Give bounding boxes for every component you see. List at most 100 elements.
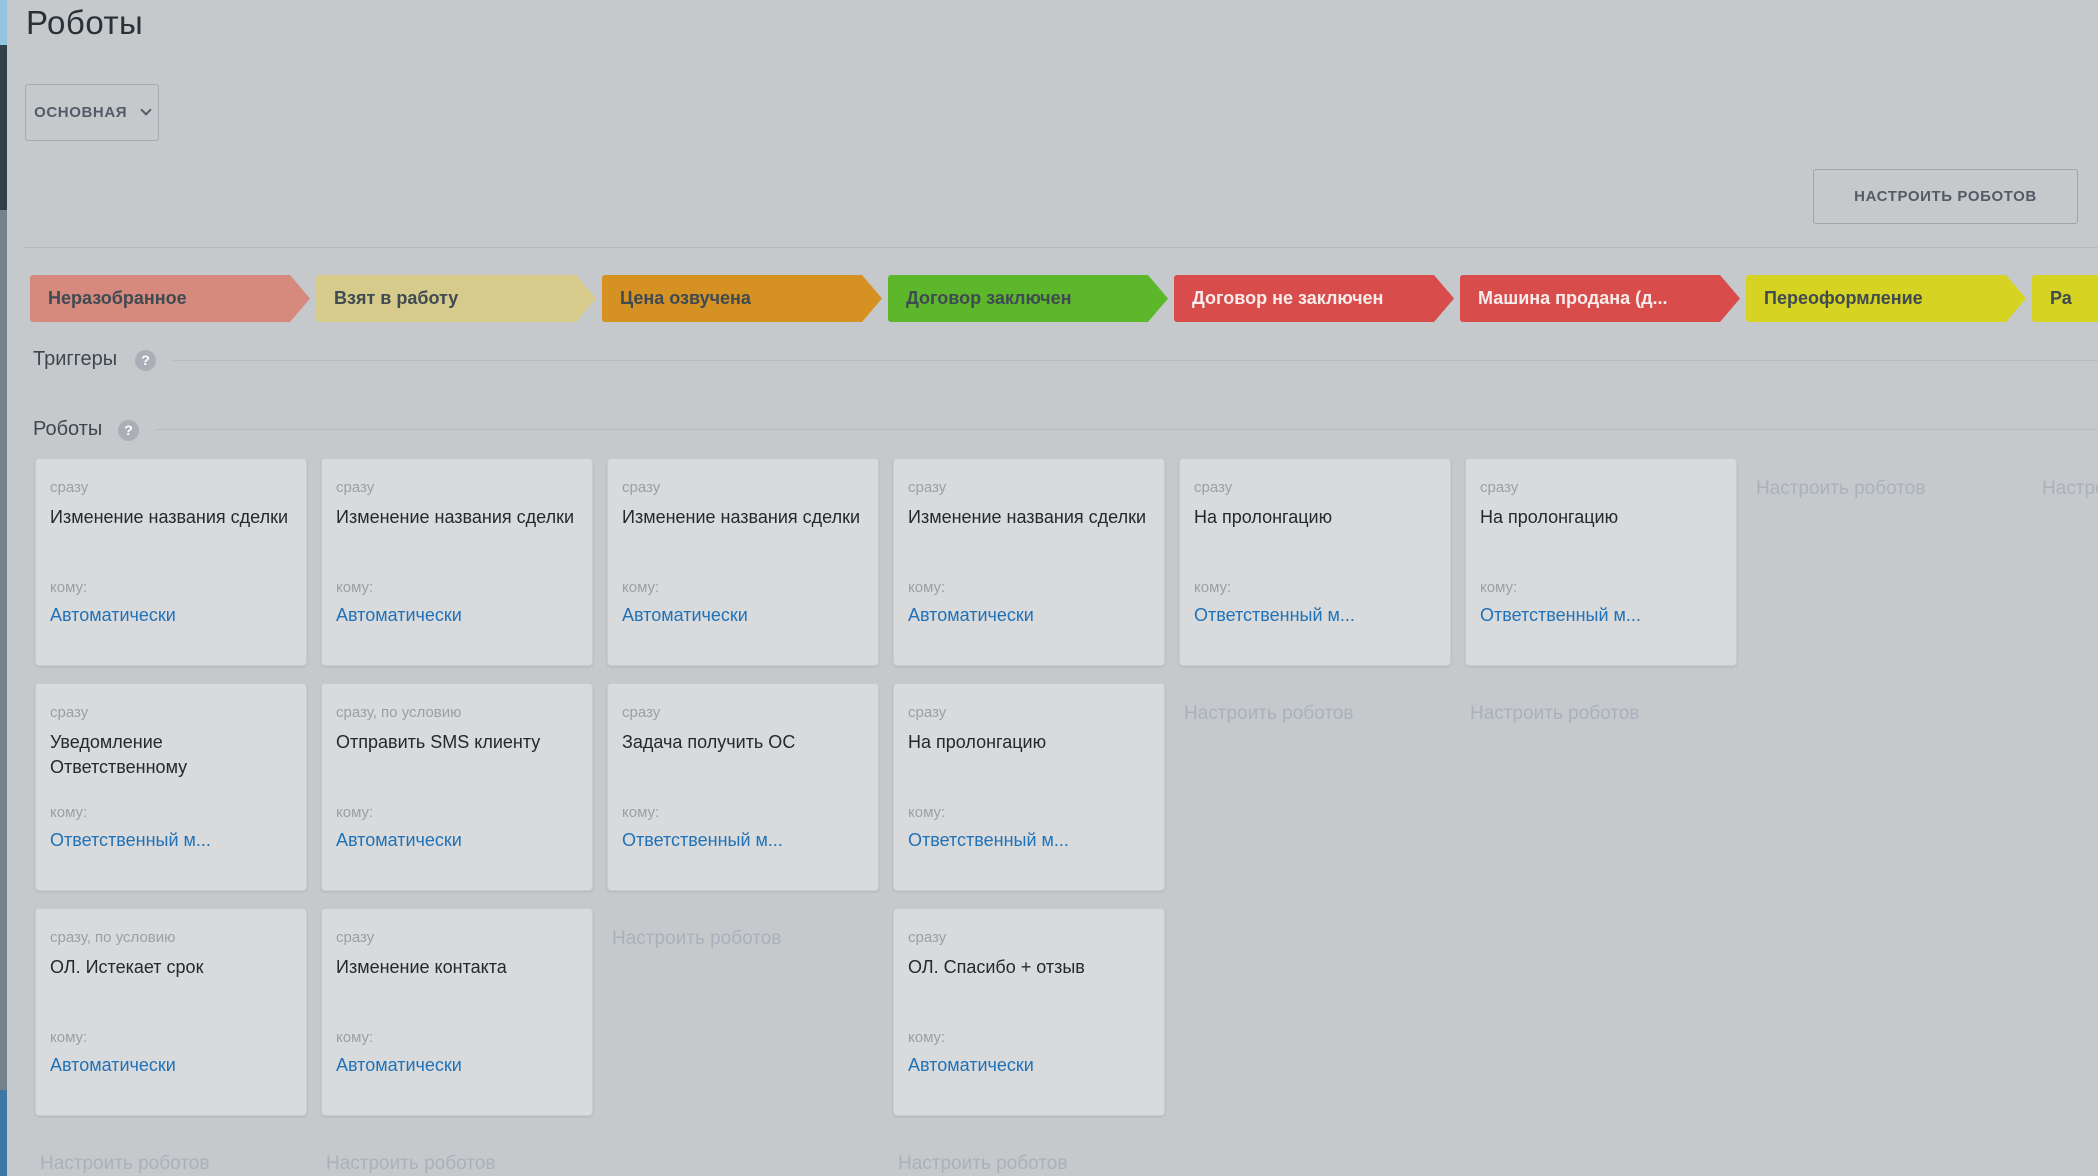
robot-card[interactable]: сразу Изменение названия сделки кому: Ав…: [35, 458, 307, 666]
robot-assignee-link[interactable]: Автоматически: [908, 1055, 1034, 1075]
robot-assignee-link[interactable]: Ответственный м...: [1480, 605, 1641, 625]
robot-card[interactable]: сразу На пролонгацию кому: Ответственный…: [1179, 458, 1451, 666]
configure-robots-placeholder[interactable]: Настроить роботов: [612, 928, 782, 949]
stage-chevron[interactable]: Договор заключен: [888, 275, 1168, 322]
robot-timing: сразу: [1194, 479, 1233, 496]
robot-card[interactable]: сразу Изменение названия сделки кому: Ав…: [607, 458, 879, 666]
robot-card[interactable]: сразу Изменение названия сделки кому: Ав…: [321, 458, 593, 666]
robot-timing: сразу: [908, 929, 947, 946]
robot-card[interactable]: сразу Задача получить ОС кому: Ответстве…: [607, 683, 879, 891]
column-separator: [1741, 455, 1742, 1176]
configure-robots-placeholder[interactable]: Настроить роботов: [1470, 703, 1640, 724]
stage-label: Ра: [2050, 288, 2072, 308]
robot-assignee-link[interactable]: Автоматически: [336, 1055, 462, 1075]
robot-title: На пролонгацию: [1194, 507, 1333, 527]
stage-chevron[interactable]: Цена озвучена: [602, 275, 882, 322]
robot-timing: сразу: [1480, 479, 1519, 496]
chevron-down-icon: [140, 104, 152, 116]
toolbar-divider: [25, 247, 2098, 248]
column-separator: [883, 455, 884, 1176]
robot-timing: сразу: [50, 704, 89, 721]
stage-chevron[interactable]: Взят в работу: [316, 275, 596, 322]
robot-title: На пролонгацию: [908, 732, 1047, 752]
stage-label: Переоформление: [1764, 288, 1923, 308]
robot-card[interactable]: сразу Изменение названия сделки кому: Ав…: [893, 458, 1165, 666]
help-icon[interactable]: ?: [135, 350, 156, 371]
configure-robots-button[interactable]: НАСТРОИТЬ РОБОТОВ: [1813, 169, 2078, 224]
robot-timing: сразу: [622, 704, 661, 721]
robot-assignee-link[interactable]: Автоматически: [50, 605, 176, 625]
triggers-section-label: Триггеры: [33, 348, 118, 370]
robot-timing: сразу: [622, 479, 661, 496]
column-separator: [597, 455, 598, 1176]
robot-to-label: кому:: [908, 804, 946, 821]
robot-assignee-link[interactable]: Ответственный м...: [622, 830, 783, 850]
robot-card[interactable]: сразу Изменение контакта кому: Автоматич…: [321, 908, 593, 1116]
robot-assignee-link[interactable]: Автоматически: [908, 605, 1034, 625]
robot-card[interactable]: сразу ОЛ. Спасибо + отзыв кому: Автомати…: [893, 908, 1165, 1116]
configure-robots-placeholder[interactable]: Настроить роботов: [898, 1153, 1068, 1174]
column-separator: [311, 455, 312, 1176]
robot-to-label: кому:: [50, 1029, 88, 1046]
robot-title: Задача получить ОС: [622, 732, 796, 752]
stage-chevron[interactable]: Договор не заключен: [1174, 275, 1454, 322]
stage-chevron[interactable]: Переоформление: [1746, 275, 2026, 322]
robot-to-label: кому:: [622, 579, 660, 596]
funnel-selector-button[interactable]: ОСНОВНАЯ: [25, 84, 159, 141]
stage-chevron[interactable]: Машина продана (д...: [1460, 275, 1740, 322]
robot-to-label: кому:: [1480, 579, 1518, 596]
configure-robots-placeholder[interactable]: Настроить роботов: [2042, 478, 2098, 499]
stage-chevron[interactable]: Ра: [2032, 275, 2098, 322]
robot-timing: сразу: [908, 479, 947, 496]
triggers-section-line: [172, 360, 2098, 361]
robot-timing: сразу: [336, 479, 375, 496]
robot-assignee-link[interactable]: Автоматически: [622, 605, 748, 625]
robot-assignee-link[interactable]: Ответственный м...: [908, 830, 1069, 850]
configure-robots-placeholder[interactable]: Настроить роботов: [1756, 478, 1926, 499]
robot-assignee-link[interactable]: Ответственный м...: [1194, 605, 1355, 625]
robot-title: Изменение названия сделки: [50, 507, 288, 527]
configure-robots-placeholder[interactable]: Настроить роботов: [326, 1153, 496, 1174]
robot-title: Отправить SMS клиенту: [336, 732, 541, 752]
robot-timing: сразу: [336, 929, 375, 946]
robot-card[interactable]: сразу На пролонгацию кому: Ответственный…: [1465, 458, 1737, 666]
robot-assignee-link[interactable]: Автоматически: [336, 605, 462, 625]
robot-assignee-link[interactable]: Автоматически: [336, 830, 462, 850]
funnel-selector-label: ОСНОВНАЯ: [34, 104, 128, 121]
robot-card[interactable]: сразу Уведомление Ответственному кому: О…: [35, 683, 307, 891]
stage-label: Взят в работу: [334, 288, 459, 308]
configure-robots-placeholder[interactable]: Настроить роботов: [1184, 703, 1354, 724]
stage-chevron[interactable]: Неразобранное: [30, 275, 310, 322]
stage-label: Договор не заключен: [1192, 288, 1384, 308]
robot-assignee-link[interactable]: Ответственный м...: [50, 830, 211, 850]
configure-robots-placeholder[interactable]: Настроить роботов: [40, 1153, 210, 1174]
robot-assignee-link[interactable]: Автоматически: [50, 1055, 176, 1075]
robot-to-label: кому:: [908, 579, 946, 596]
column-separator: [1455, 455, 1456, 1176]
robot-timing: сразу: [50, 479, 89, 496]
robots-section-label: Роботы: [33, 418, 103, 440]
robot-title: Изменение названия сделки: [622, 507, 860, 527]
robot-title: Уведомление Ответственному: [50, 732, 188, 777]
page-title: Роботы: [26, 4, 144, 41]
robot-title: На пролонгацию: [1480, 507, 1619, 527]
robot-to-label: кому:: [1194, 579, 1232, 596]
robot-timing: сразу: [908, 704, 947, 721]
stage-label: Неразобранное: [48, 288, 187, 308]
robot-to-label: кому:: [336, 804, 374, 821]
robot-title: Изменение названия сделки: [336, 507, 574, 527]
stage-label: Договор заключен: [906, 288, 1072, 308]
robot-card[interactable]: сразу На пролонгацию кому: Ответственный…: [893, 683, 1165, 891]
robot-to-label: кому:: [336, 1029, 374, 1046]
robot-title: ОЛ. Спасибо + отзыв: [908, 957, 1085, 977]
stage-label: Цена озвучена: [620, 288, 751, 308]
robot-card[interactable]: сразу, по условию Отправить SMS клиенту …: [321, 683, 593, 891]
help-icon[interactable]: ?: [118, 420, 139, 441]
robot-card[interactable]: сразу, по условию ОЛ. Истекает срок кому…: [35, 908, 307, 1116]
robot-to-label: кому:: [622, 804, 660, 821]
robots-section-line: [155, 429, 2098, 430]
robot-to-label: кому:: [50, 804, 88, 821]
robot-timing: сразу, по условию: [336, 704, 462, 721]
robot-title: Изменение контакта: [336, 957, 507, 977]
column-separator: [1169, 455, 1170, 1176]
